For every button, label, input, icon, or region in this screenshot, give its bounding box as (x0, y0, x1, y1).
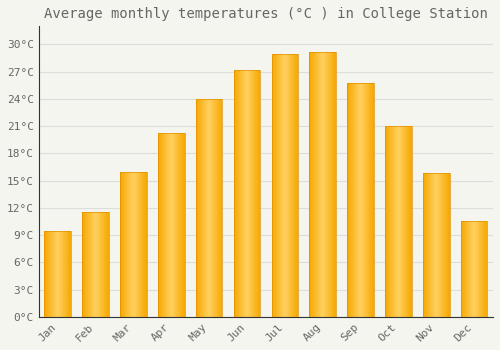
Bar (385, 126, 411, 317)
Bar (158, 133, 184, 317)
Bar (461, 222, 487, 317)
Bar (310, 52, 336, 317)
Bar (272, 54, 298, 317)
Bar (44, 231, 71, 317)
Bar (120, 172, 146, 317)
Bar (348, 84, 374, 317)
Bar (423, 173, 450, 317)
Title: Average monthly temperatures (°C ) in College Station: Average monthly temperatures (°C ) in Co… (44, 7, 488, 21)
Bar (234, 70, 260, 317)
Bar (196, 99, 222, 317)
Bar (82, 212, 109, 317)
